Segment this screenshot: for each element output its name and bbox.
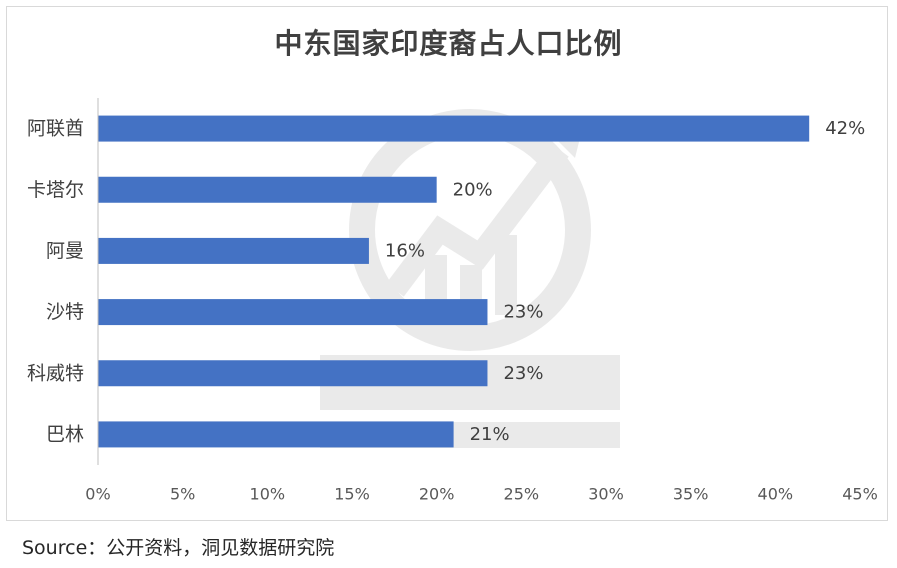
category-label-0: 阿联酋 xyxy=(27,118,84,140)
bar-4 xyxy=(98,360,488,387)
watermark-logo xyxy=(320,109,620,448)
bar-5 xyxy=(98,421,454,448)
value-label-0: 42% xyxy=(825,118,865,139)
value-label-5: 21% xyxy=(470,424,510,445)
source-note: Source：公开资料，洞见数据研究院 xyxy=(22,537,335,559)
value-label-4: 23% xyxy=(503,363,543,384)
value-label-2: 16% xyxy=(385,240,425,261)
bar-0 xyxy=(98,115,810,142)
chart-title: 中东国家印度裔占人口比例 xyxy=(274,27,623,60)
x-tick-label-6: 30% xyxy=(588,485,624,504)
bar-1 xyxy=(98,176,437,203)
x-tick-label-7: 35% xyxy=(673,485,709,504)
category-label-3: 沙特 xyxy=(46,301,84,323)
category-label-1: 卡塔尔 xyxy=(27,179,84,201)
x-tick-label-1: 5% xyxy=(170,485,195,504)
category-label-4: 科威特 xyxy=(27,362,84,384)
x-tick-label-3: 15% xyxy=(334,485,370,504)
x-tick-label-5: 25% xyxy=(504,485,540,504)
x-tick-label-8: 40% xyxy=(758,485,794,504)
bar-3 xyxy=(98,299,488,326)
x-tick-label-0: 0% xyxy=(85,485,110,504)
value-label-3: 23% xyxy=(503,302,543,323)
category-label-5: 巴林 xyxy=(46,423,84,445)
x-tick-label-9: 45% xyxy=(842,485,878,504)
x-tick-label-4: 20% xyxy=(419,485,455,504)
value-label-1: 20% xyxy=(453,179,493,200)
category-label-2: 阿曼 xyxy=(46,240,84,262)
bar-2 xyxy=(98,237,369,264)
x-tick-label-2: 10% xyxy=(250,485,286,504)
